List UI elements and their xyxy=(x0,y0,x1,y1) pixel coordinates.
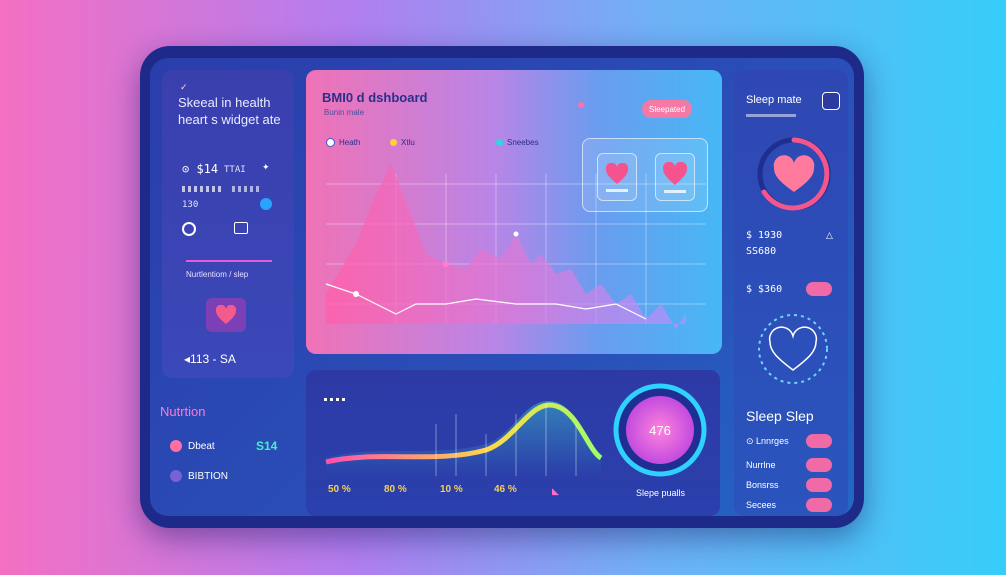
divider xyxy=(186,260,272,262)
heart-rate-chart xyxy=(325,164,706,329)
nutrient-icon xyxy=(170,470,182,482)
sleep-row[interactable]: Secees xyxy=(746,500,777,510)
gauge-label: Slepe pualls xyxy=(636,488,686,498)
widget-title-line2: heart s widget ate xyxy=(178,112,281,127)
gauge-value: 476 xyxy=(649,423,671,438)
stat-value: ⊙ $14 xyxy=(182,162,218,176)
card-bar xyxy=(664,189,686,193)
heart-icon xyxy=(773,155,815,192)
sleep-value2: SS680 xyxy=(746,246,777,257)
menu-dots-icon[interactable] xyxy=(324,398,348,401)
heart-card[interactable] xyxy=(655,153,695,201)
heart-gauge xyxy=(757,137,831,211)
sleep-value3: $ $360 xyxy=(746,284,783,295)
legend-item[interactable]: Heath xyxy=(326,138,360,147)
sleep-row-badge[interactable] xyxy=(806,434,832,448)
sleep-row-badge[interactable] xyxy=(806,458,832,472)
sleep-gauge: 476 xyxy=(613,383,707,477)
nutrition-row2-label: BIBTION xyxy=(188,471,229,482)
stat1-aux: TTAI xyxy=(224,165,246,175)
nutrition-row1-value: S14 xyxy=(256,439,278,453)
heart-rate-cards xyxy=(582,138,708,212)
activity-line xyxy=(325,402,603,465)
legend-item[interactable]: Xtlu xyxy=(390,138,415,147)
value3-badge[interactable] xyxy=(806,282,832,296)
dashboard-screen: ✓ Skeeal in health heart s widget ate ⊙ … xyxy=(150,58,854,516)
heart-icon xyxy=(215,305,237,325)
sleep-section-title: Sleep Slep xyxy=(746,408,814,424)
indicator-icon xyxy=(578,102,584,108)
sleep-row[interactable]: Nurrlne xyxy=(746,460,776,470)
legend-dot-icon xyxy=(496,139,503,146)
nutrition-title: Nutrtion xyxy=(160,404,206,419)
stopwatch-icon xyxy=(182,222,196,236)
check-icon: ✓ xyxy=(180,82,188,92)
stat-value: 50 % xyxy=(328,484,351,495)
triangle-icon: △ xyxy=(826,230,833,240)
sub-bar xyxy=(746,114,796,117)
food-icon xyxy=(170,440,182,452)
dollar-icon: ⊙ xyxy=(182,162,197,176)
activity-panel: 50 % 80 % 10 % 46 % ◣ 476 Slepe pualls xyxy=(306,370,720,516)
legend-dot-icon xyxy=(390,139,397,146)
dashboard-title: BMI0 d dshboard xyxy=(322,90,428,105)
sparkle-icon: ✦ xyxy=(262,162,270,172)
arrow-icon: ◂ xyxy=(184,352,191,366)
card-bar xyxy=(606,188,628,192)
sleep-row-badge[interactable] xyxy=(806,498,832,512)
settings-icon[interactable] xyxy=(822,92,840,110)
trend-icon: ◣ xyxy=(552,486,559,496)
heart-card[interactable] xyxy=(597,153,637,201)
activity-chart xyxy=(325,400,603,476)
data-point xyxy=(443,261,449,267)
legend-dot-icon xyxy=(326,138,335,147)
box-icon xyxy=(234,222,248,234)
heart-rate-area xyxy=(326,164,686,329)
sleep-value1: $ 1930 xyxy=(746,230,783,241)
legend-item[interactable]: Sneebes xyxy=(496,138,539,147)
sleep-row[interactable]: Bonsrss xyxy=(746,480,779,490)
heart-icon xyxy=(662,161,688,185)
dashboard-subtitle: Bunin male xyxy=(324,108,365,117)
heart-icon xyxy=(605,162,629,184)
sleep-row[interactable]: ⊙ Lnnrges xyxy=(746,436,789,446)
stat-bar xyxy=(232,186,262,192)
sleep-button[interactable]: Sleepated xyxy=(642,100,692,118)
data-point xyxy=(353,291,359,297)
chart-panel: BMI0 d dshboard Bunin male Sleepated Hea… xyxy=(306,70,722,354)
heart-outline-icon xyxy=(768,326,818,371)
stat2-value: 130 xyxy=(182,200,199,210)
widget-title-line1: Skeeal in health xyxy=(178,95,271,110)
bottom-value: ◂113 - SA xyxy=(184,352,236,366)
widget-title: Skeeal in health heart s widget ate xyxy=(178,94,281,128)
sleep-title: Sleep mate xyxy=(746,94,802,106)
trend-line xyxy=(325,283,647,320)
health-widget-panel: ✓ Skeeal in health heart s widget ate ⊙ … xyxy=(162,70,294,378)
sleep-row-badge[interactable] xyxy=(806,478,832,492)
stat-value: 10 % xyxy=(440,484,463,495)
data-point xyxy=(513,231,519,237)
toggle-icon: ⊙ xyxy=(746,436,757,446)
sleep-panel: Sleep mate $ 1930 △ SS680 $ $360 Sleep S… xyxy=(734,70,848,516)
nutrition-row1-label: Dbeat xyxy=(188,441,215,452)
heart-widget[interactable] xyxy=(206,298,246,332)
globe-icon xyxy=(260,198,272,210)
stat1-value: $14 xyxy=(196,162,219,176)
stat-bar xyxy=(182,186,222,192)
stat-value: 46 % xyxy=(494,484,517,495)
stat-value: 80 % xyxy=(384,484,407,495)
sleep-ring xyxy=(758,314,828,384)
section-label: Nurtlentiom / slep xyxy=(186,270,249,279)
